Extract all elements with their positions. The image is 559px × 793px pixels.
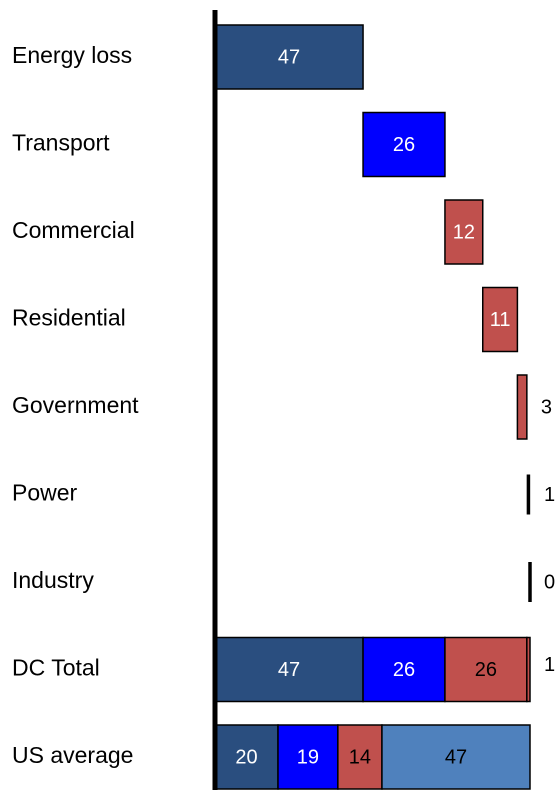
value-label: 12 (453, 221, 475, 243)
value-label: 19 (297, 746, 319, 768)
value-label: 3 (541, 396, 552, 418)
value-label: 26 (393, 134, 415, 156)
bar-segment (337, 724, 383, 790)
bar (214, 24, 364, 90)
bar-segment (381, 724, 531, 790)
category-label: DC Total (12, 655, 100, 681)
value-label: 14 (349, 746, 371, 768)
value-label: 26 (393, 659, 415, 681)
category-label: Power (12, 480, 78, 506)
bar (362, 111, 446, 178)
category-label: Commercial (12, 217, 135, 243)
bar-segment (526, 636, 531, 703)
bar (482, 286, 519, 353)
category-label: Industry (12, 567, 94, 593)
category-label: Government (12, 392, 139, 418)
category-label: Transport (12, 130, 110, 156)
category-label: US average (12, 742, 133, 768)
bar (444, 199, 484, 265)
bar-segment (277, 724, 339, 790)
value-label: 11 (490, 309, 511, 331)
bar-segment (362, 636, 446, 703)
category-label: Residential (12, 305, 126, 331)
value-label: 1 (544, 484, 555, 506)
value-label: 47 (445, 746, 467, 768)
value-label: 47 (278, 659, 300, 681)
value-label: 0 (544, 571, 555, 593)
value-label: 20 (235, 746, 257, 768)
value-label: 26 (475, 659, 497, 681)
bar-segment (444, 636, 528, 703)
bar-segment (214, 724, 279, 790)
bar (516, 374, 528, 440)
value-label: 1 (544, 654, 555, 676)
value-label: 47 (278, 46, 300, 68)
category-label: Energy loss (12, 42, 132, 68)
